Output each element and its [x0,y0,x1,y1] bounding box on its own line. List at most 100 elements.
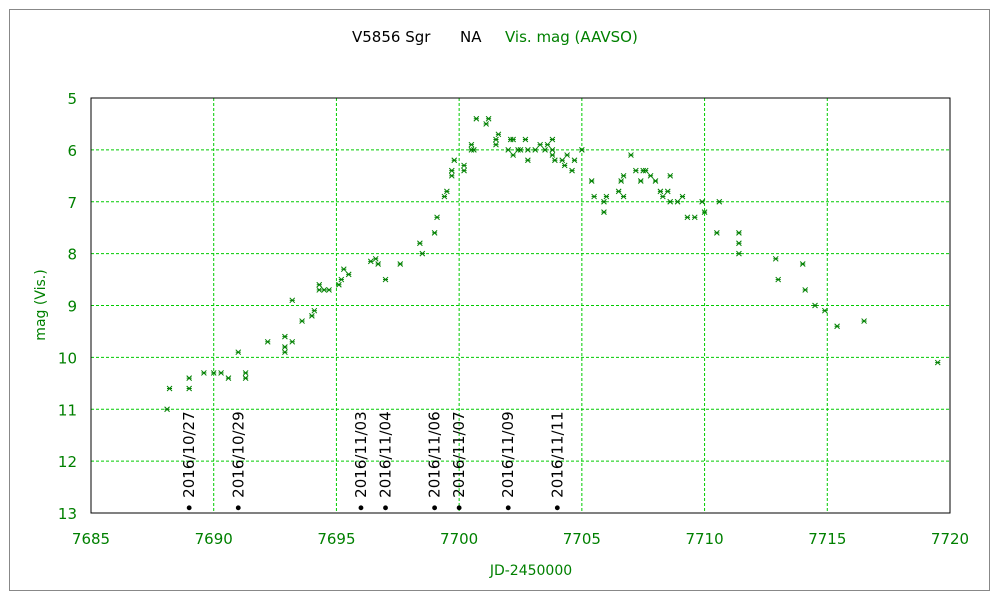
data-point [316,281,323,288]
data-point [564,152,570,158]
data-point [242,370,249,376]
date-marker-label: 2016/11/11 [548,411,566,497]
data-point [588,178,595,184]
data-point [311,307,318,314]
y-tick-label: 10 [58,349,77,367]
data-point [505,147,512,153]
data-point [375,261,382,267]
data-point [397,261,404,267]
data-point [659,193,666,200]
data-point [517,147,524,153]
data-point [340,266,347,273]
data-point [544,141,551,148]
date-marker-label: 2016/11/07 [450,411,468,497]
data-point [736,230,742,236]
data-point [618,178,624,184]
date-marker-dot [186,505,192,511]
data-point [537,141,543,148]
y-tick-label: 9 [67,298,77,316]
data-point [510,152,516,158]
data-point [289,297,296,304]
data-point [522,136,529,143]
x-tick-label: 7710 [685,530,723,548]
date-marker-dot [432,505,437,511]
y-axis-ticks: 5 6 7 8 9 10 11 12 13 [58,90,77,523]
data-point [382,276,389,283]
data-point [579,147,585,153]
data-point [679,193,686,200]
data-point [451,157,458,164]
date-marker-label: 2016/11/04 [377,411,395,497]
data-point [525,147,531,153]
data-point [834,323,840,330]
data-point [821,307,828,314]
y-tick-label: 12 [58,453,77,471]
data-point [620,193,627,200]
data-point [934,359,941,366]
date-marker-dot [456,505,462,511]
data-point [713,230,720,236]
data-point [691,214,698,221]
date-marker-dot [554,505,560,511]
data-point [210,370,217,376]
x-tick-label: 7700 [440,530,478,548]
data-points [164,115,941,413]
data-point [525,157,531,164]
plot-area-border [90,97,951,514]
data-point [164,406,170,413]
data-point [684,214,691,221]
data-point [493,136,499,143]
data-point [591,193,597,200]
data-point [235,349,242,356]
data-point [299,318,305,324]
data-point [667,198,674,205]
data-point [603,193,610,200]
y-axis-title: mag (Vis.) [33,269,49,340]
chart-title-series-label: Vis. mag (AAVSO) [505,28,638,46]
data-point [736,240,742,247]
data-point [628,152,634,158]
data-point [441,193,448,200]
data-point [736,250,742,257]
data-point [444,188,450,195]
data-point [417,240,423,247]
data-point [569,167,575,174]
data-point [289,338,296,345]
chart-title-object: V5856 Sgr [352,28,431,46]
data-point [461,162,467,169]
data-point [473,115,480,122]
x-tick-label: 7685 [72,530,110,548]
date-marker-label: 2016/11/09 [499,411,517,497]
data-point [532,147,539,153]
data-point [471,147,477,153]
x-tick-label: 7720 [931,530,969,548]
data-point [812,302,818,309]
data-point [485,115,492,122]
x-tick-label: 7715 [808,530,846,548]
data-point [321,287,328,293]
data-point [701,209,708,215]
date-marker-label: 2016/11/06 [426,411,444,497]
y-tick-label: 7 [67,194,77,212]
data-point [186,375,193,381]
data-point [772,255,779,262]
data-point [799,261,806,267]
data-point [468,141,475,148]
y-tick-label: 8 [67,246,77,264]
data-point [218,370,224,376]
data-point [242,375,249,381]
data-point [201,370,207,376]
data-point [549,147,556,153]
data-point [674,198,681,205]
data-point [601,209,607,215]
x-tick-label: 7690 [195,530,233,548]
data-point [434,214,440,221]
x-axis-title: JD-2450000 [489,563,572,579]
chart-title-tag: NA [460,28,482,46]
data-point [657,188,664,195]
chart-frame [9,9,990,591]
grid [91,98,950,513]
data-point [699,198,705,205]
x-tick-label: 7705 [563,530,601,548]
data-point [166,385,173,392]
